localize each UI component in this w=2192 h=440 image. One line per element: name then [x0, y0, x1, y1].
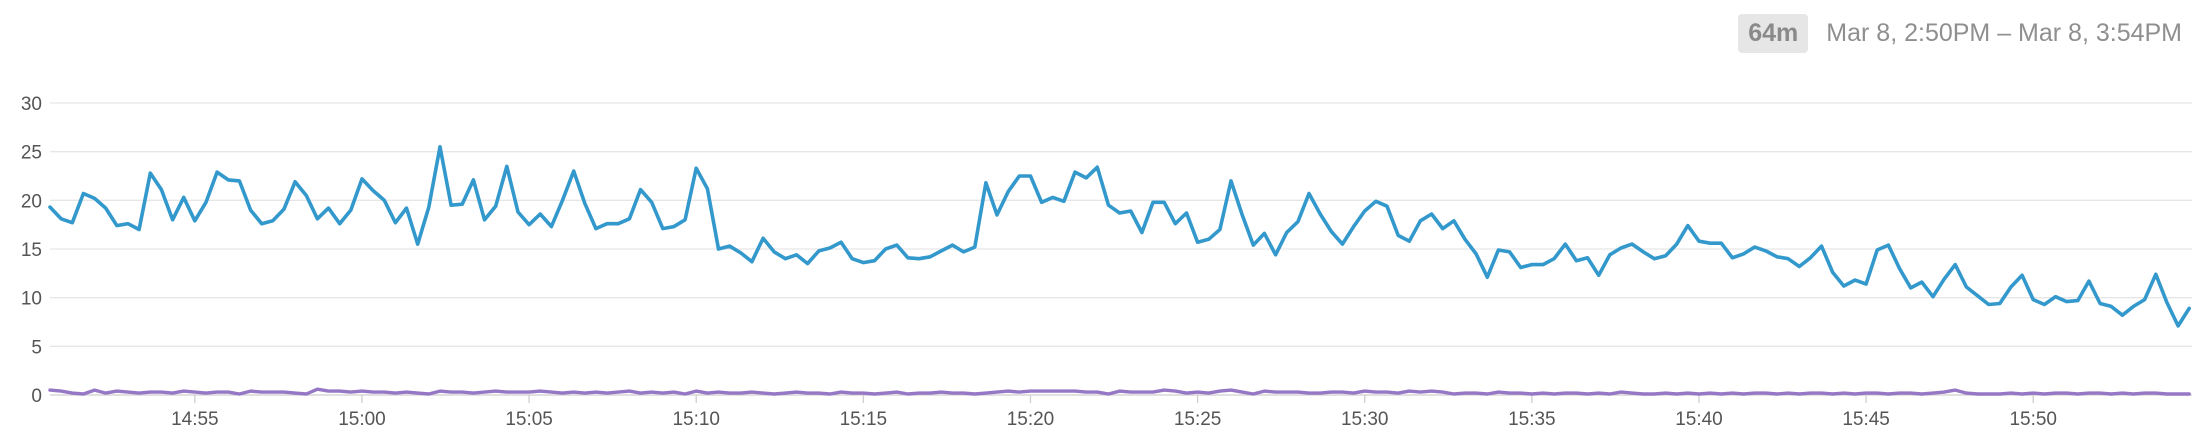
- time-range-label: Mar 8, 2:50PM – Mar 8, 3:54PM: [1826, 18, 2182, 47]
- y-tick-label: 15: [21, 240, 42, 261]
- x-tick-label: 15:40: [1675, 409, 1723, 430]
- y-axis: 0 5 10 15 20 25 30: [21, 94, 42, 407]
- y-tick-label: 0: [31, 386, 42, 407]
- series-line-secondary[interactable]: [48, 387, 2191, 396]
- y-tick-label: 30: [21, 94, 42, 115]
- time-range-header: 64m Mar 8, 2:50PM – Mar 8, 3:54PM: [1738, 13, 2182, 53]
- x-tick-label: 15:35: [1508, 409, 1556, 430]
- x-tick-label: 14:55: [171, 409, 219, 430]
- x-tick-label: 15:00: [338, 409, 386, 430]
- x-tick-label: 15:10: [672, 409, 720, 430]
- series-line-main[interactable]: [48, 145, 2191, 328]
- x-tick-label: 15:50: [2009, 409, 2057, 430]
- series-layer: [48, 145, 2191, 396]
- duration-badge[interactable]: 64m: [1738, 13, 1809, 53]
- x-tick-label: 15:05: [505, 409, 553, 430]
- x-tick-label: 15:15: [840, 409, 888, 430]
- x-tick-label: 15:25: [1174, 409, 1222, 430]
- y-tick-label: 20: [21, 191, 42, 212]
- x-tick-label: 15:30: [1341, 409, 1389, 430]
- y-tick-label: 10: [21, 289, 42, 310]
- x-axis: 14:55 15:00 15:05 15:10 15:15 15:20 15:25 15:30…: [171, 395, 2057, 430]
- y-tick-label: 5: [31, 337, 42, 358]
- y-tick-label: 25: [21, 143, 42, 164]
- x-tick-label: 15:20: [1007, 409, 1055, 430]
- grid-layer: [50, 102, 2192, 396]
- x-tick-label: 15:45: [1842, 409, 1890, 430]
